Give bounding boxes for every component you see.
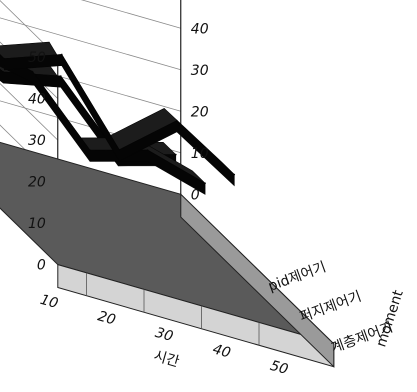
data-point-1-1 bbox=[3, 57, 6, 60]
gridline-20 bbox=[0, 58, 181, 182]
ribbon-1 bbox=[0, 41, 236, 187]
y-tick-left-10: 10 bbox=[28, 216, 46, 232]
chart-ribbons bbox=[0, 41, 236, 195]
x-axis-label: 시간 bbox=[152, 348, 181, 371]
data-point-1-4 bbox=[176, 119, 178, 122]
data-point-2-5 bbox=[204, 182, 206, 184]
ribbon-1-front bbox=[4, 54, 235, 187]
data-point-2-3 bbox=[89, 149, 91, 151]
gridline-50 bbox=[0, 0, 59, 58]
y-tick-left-50: 50 bbox=[28, 50, 46, 66]
y-tick-left-0: 0 bbox=[37, 258, 46, 274]
y-tick-right-10: 10 bbox=[191, 146, 209, 162]
data-point-1-3 bbox=[118, 149, 121, 151]
series-label-3: pid제어기 bbox=[266, 259, 328, 295]
x-tick-1: 10 bbox=[38, 292, 60, 312]
y-tick-right-30: 30 bbox=[191, 63, 209, 79]
y-tick-right-40: 40 bbox=[191, 21, 209, 37]
data-point-1-5 bbox=[233, 173, 236, 176]
chart-base bbox=[0, 141, 335, 368]
data-point-3-3 bbox=[60, 75, 62, 77]
data-point-2-2 bbox=[31, 70, 34, 73]
data-point-3-5 bbox=[175, 153, 177, 156]
gridline-30 bbox=[0, 17, 181, 141]
data-point-2-4 bbox=[146, 149, 149, 151]
x-tick-3: 30 bbox=[153, 325, 175, 345]
x-tick-5: 50 bbox=[268, 358, 290, 378]
data-point-3-2 bbox=[2, 71, 5, 73]
y-tick-right-20: 20 bbox=[191, 104, 209, 120]
ribbon-2-front bbox=[0, 54, 206, 195]
x-tick-2: 20 bbox=[96, 308, 118, 328]
z-axis-label: moment bbox=[373, 288, 407, 349]
series-label-2: 퍼지제어기 bbox=[298, 289, 364, 326]
data-point-1-2 bbox=[61, 53, 63, 56]
floor-side bbox=[180, 193, 335, 368]
y-tick-left-40: 40 bbox=[28, 92, 46, 108]
x-tick-4: 40 bbox=[211, 341, 233, 361]
y-tick-left-20: 20 bbox=[28, 175, 46, 191]
y-tick-left-30: 30 bbox=[28, 133, 46, 149]
y-tick-right-0: 0 bbox=[191, 187, 200, 203]
